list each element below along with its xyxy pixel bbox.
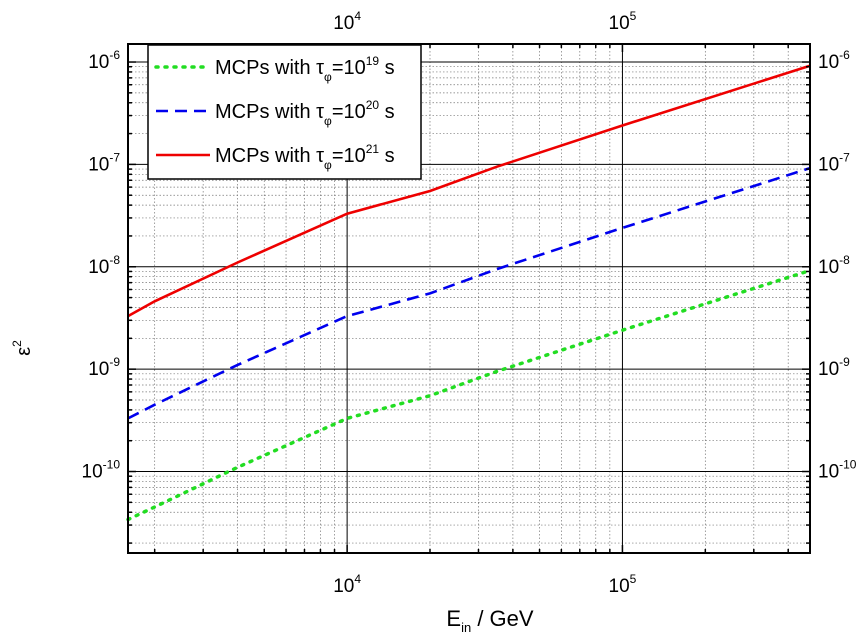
legend-label-name: MCPs with τ bbox=[215, 57, 324, 79]
y-tick-label-left: 10-9 bbox=[88, 355, 120, 380]
legend-label-name: MCPs with τ bbox=[215, 145, 324, 167]
ticks-layer bbox=[128, 44, 810, 553]
y-tick-label-left: 10-10 bbox=[82, 458, 121, 483]
x-tick-label-top-exp: 4 bbox=[354, 9, 361, 23]
y-tick-label-right: 10-7 bbox=[818, 150, 850, 175]
legend-label-end: s bbox=[379, 57, 395, 79]
y-tick-label-right-exp: -8 bbox=[839, 253, 850, 267]
x-tick-label-top-base: 10 bbox=[609, 13, 630, 34]
x-tick-label-top: 104 bbox=[333, 9, 361, 34]
y-tick-label-left: 10-8 bbox=[88, 253, 120, 278]
y-tick-label-left-exp: -7 bbox=[109, 150, 120, 164]
legend-label-mid: =10 bbox=[332, 57, 366, 79]
grid-minor bbox=[128, 44, 810, 553]
y-tick-label-left-base: 10 bbox=[82, 462, 103, 483]
y-tick-label-left-exp: -10 bbox=[103, 458, 121, 472]
x-tick-label-bottom-base: 10 bbox=[609, 576, 630, 597]
y-tick-label-left: 10-6 bbox=[88, 48, 120, 73]
y-tick-label-right-exp: -7 bbox=[839, 150, 850, 164]
legend-label-end: s bbox=[379, 101, 395, 123]
x-tick-label-bottom: 104 bbox=[333, 572, 361, 597]
y-axis-title-main: ε bbox=[13, 347, 35, 356]
y-tick-label-left-exp: -6 bbox=[109, 48, 120, 62]
legend-label-mid: =10 bbox=[332, 101, 366, 123]
x-tick-label-bottom: 105 bbox=[609, 572, 637, 597]
legend-label-mid: =10 bbox=[332, 145, 366, 167]
plot-frame bbox=[127, 43, 811, 554]
y-tick-label-right-base: 10 bbox=[818, 154, 839, 175]
y-tick-label-left-exp: -8 bbox=[109, 253, 120, 267]
x-tick-label-top: 105 bbox=[609, 9, 637, 34]
y-tick-label-right: 10-6 bbox=[818, 48, 850, 73]
y-tick-label-left-exp: -9 bbox=[109, 355, 120, 369]
y-tick-label-left: 10-7 bbox=[88, 150, 120, 175]
legend-label-sub: φ bbox=[324, 70, 332, 84]
y-tick-label-right-exp: -9 bbox=[839, 355, 850, 369]
x-axis-title-sub: in bbox=[461, 620, 471, 635]
y-tick-label-right-exp: -10 bbox=[839, 458, 857, 472]
legend-label-sub: φ bbox=[324, 114, 332, 128]
y-tick-label-left-base: 10 bbox=[88, 52, 109, 73]
x-axis-title: Ein / GeV bbox=[446, 606, 533, 635]
x-tick-label-bottom-exp: 4 bbox=[354, 572, 361, 586]
x-tick-label-top-exp: 5 bbox=[630, 9, 637, 23]
legend-label-name: MCPs with τ bbox=[215, 101, 324, 123]
y-tick-label-left-base: 10 bbox=[88, 154, 109, 175]
series-line-3 bbox=[127, 64, 811, 318]
x-axis-title-rest: / GeV bbox=[471, 606, 534, 631]
x-tick-label-bottom-base: 10 bbox=[333, 576, 354, 597]
series-layer bbox=[126, 64, 812, 522]
legend-label-sup: 21 bbox=[366, 142, 380, 156]
x-axis-title-main: E bbox=[446, 606, 461, 631]
x-tick-label-bottom-exp: 5 bbox=[630, 572, 637, 586]
y-tick-label-right-base: 10 bbox=[818, 257, 839, 278]
y-axis-title: ε2 bbox=[10, 340, 35, 356]
y-tick-label-right: 10-9 bbox=[818, 355, 850, 380]
y-tick-label-right-base: 10 bbox=[818, 462, 839, 483]
y-tick-label-right: 10-8 bbox=[818, 253, 850, 278]
y-tick-label-right-base: 10 bbox=[818, 52, 839, 73]
series-line-1 bbox=[126, 268, 812, 522]
legend-label-3: MCPs with τφ=1021 s bbox=[215, 142, 395, 172]
y-axis-title-sup: 2 bbox=[10, 340, 24, 347]
legend-label-sup: 19 bbox=[366, 54, 380, 68]
y-tick-label-left-base: 10 bbox=[88, 257, 109, 278]
legend-label-end: s bbox=[379, 145, 395, 167]
legend-label-1: MCPs with τφ=1019 s bbox=[215, 54, 395, 84]
legend-label-2: MCPs with τφ=1020 s bbox=[215, 98, 395, 128]
y-tick-label-right: 10-10 bbox=[818, 458, 857, 483]
legend-label-sub: φ bbox=[324, 158, 332, 172]
y-tick-label-right-base: 10 bbox=[818, 359, 839, 380]
y-tick-label-right-exp: -6 bbox=[839, 48, 850, 62]
y-tick-label-left-base: 10 bbox=[88, 359, 109, 380]
series-line-2 bbox=[127, 166, 811, 420]
legend-label-sup: 20 bbox=[366, 98, 380, 112]
x-tick-label-top-base: 10 bbox=[333, 13, 354, 34]
